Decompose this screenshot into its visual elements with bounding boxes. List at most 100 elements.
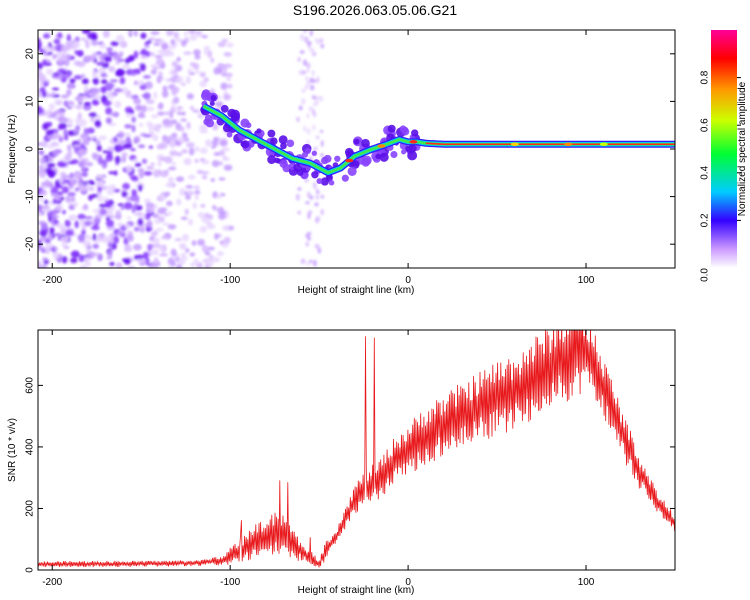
spectrogram-noise-blob [131, 124, 136, 133]
spectrogram-noise-blob [63, 100, 68, 107]
spectrogram-noise-blob [168, 78, 176, 82]
spectrogram-noise-blob [112, 54, 121, 61]
colorbar-tick-label: 0.6 [700, 118, 711, 132]
spectrogram-ridge [200, 89, 675, 186]
spectrogram-noise-blob [97, 157, 103, 165]
spectrogram-noise-blob [124, 124, 132, 129]
spectrogram-noise-blob [180, 39, 187, 47]
spectrogram-noise-blob [74, 187, 80, 192]
spectrogram-noise-blob [179, 188, 186, 196]
spectrogram-noise-blob [169, 150, 178, 157]
spectrogram-noise-blob [152, 243, 162, 248]
spectrogram-noise-blob [107, 242, 113, 248]
spectrogram-noise-blob [210, 57, 215, 63]
spectrogram-noise-blob [124, 106, 133, 114]
spectrogram-noise-blob [121, 86, 129, 94]
spectrogram-noise-blob [131, 116, 136, 123]
spectrogram-noise-blob [83, 101, 91, 106]
spectrogram-noise-blob [219, 139, 228, 147]
spectrogram-noise-blob [211, 139, 219, 147]
spectrogram-noise-blob [99, 208, 107, 216]
spectrogram-noise-blob [312, 108, 316, 116]
spectrogram-noise-blob [130, 194, 140, 202]
snr-panel: -200 -100 0 100 0 200 400 600 Height of straigh… [7, 329, 676, 596]
spectrogram-noise-blob [123, 143, 133, 149]
spectrogram-noise-blob [94, 213, 104, 219]
spectrogram-noise-blob [194, 158, 199, 164]
spectrogram-noise-blob [43, 199, 49, 205]
spectrogram-noise-blob [99, 43, 107, 49]
spectrogram-noise-blob [57, 59, 64, 64]
spectrogram-noise-blob [185, 194, 191, 200]
ridge-halo-blob [401, 127, 410, 136]
spectrogram-noise-blob [113, 235, 120, 244]
spectrogram-noise-blob [38, 260, 42, 268]
ridge-halo-blob [256, 128, 262, 134]
spectrogram-noise-blob [52, 151, 60, 157]
spectrogram-noise-blob [155, 227, 164, 232]
spectrogram-noise-blob [179, 126, 185, 132]
spectrogram-noise-blob [183, 31, 188, 36]
spectrogram-noise-blob [157, 161, 163, 167]
spectrogram-noise-blob [165, 77, 171, 83]
spectrogram-noise-blob [65, 42, 72, 51]
spectrogram-noise-blob [132, 69, 139, 73]
spectrogram-noise-blob [306, 261, 311, 266]
spectrogram-noise-blob [146, 121, 153, 127]
spectrogram-noise-blob [38, 156, 43, 163]
spectrogram-noise-blob [38, 40, 43, 49]
spectrogram-noise-blob [80, 171, 89, 177]
spectrogram-noise-blob [53, 38, 61, 45]
spectrogram-noise-blob [51, 73, 59, 79]
spectrogram-noise-blob [51, 53, 58, 60]
spectrogram-noise-blob [104, 200, 111, 208]
spectrogram-noise-blob [80, 37, 86, 41]
spectrogram-noise-blob [75, 104, 83, 110]
spectrogram-noise-blob [96, 144, 102, 152]
spectrogram-noise-blob [297, 56, 301, 63]
spectrogram-noise-blob [150, 162, 155, 167]
spectrogram-noise-blob [66, 89, 72, 96]
spectrogram-noise-blob [222, 93, 232, 101]
spectrogram-noise-blob [119, 51, 124, 57]
spectrogram-noise-blob [83, 220, 92, 227]
spectrogram-noise-blob [297, 187, 302, 191]
spectrogram-noise-blob [89, 92, 97, 99]
spectrogram-noise-blob [79, 264, 88, 268]
ridge-halo-blob [411, 129, 419, 137]
spectrogram-noise-blob [159, 76, 164, 81]
spectrogram-noise-blob [167, 176, 175, 184]
spectrogram-noise-blob [42, 123, 49, 131]
ridge-halo-blob [362, 155, 372, 166]
spectrogram-noise-blob [148, 145, 154, 149]
spectrogram-noise-blob [138, 171, 145, 179]
spectrogram-noise-blob [309, 259, 313, 263]
spectrogram-noise-blob [316, 76, 320, 81]
spectrogram-noise-blob [99, 61, 105, 65]
spectrogram-noise-blob [102, 150, 110, 154]
colorbar-tick-label: 0.2 [700, 213, 711, 227]
spectrogram-noise-blob [126, 30, 135, 35]
ridge-halo-blob [334, 155, 341, 162]
spectrogram-noise-blob [39, 86, 46, 93]
ridge-halo-blob [286, 139, 295, 148]
spectrogram-noise-blob [146, 226, 153, 231]
spectrogram-noise-blob [107, 151, 112, 158]
spectrogram-noise-blob [144, 81, 153, 90]
spectrogram-noise-blob [158, 40, 166, 44]
spectrogram-noise-blob [74, 96, 83, 102]
spectrogram-noise-blob [146, 166, 155, 170]
spectrogram-noise-blob [84, 39, 90, 44]
spectrogram-noise-blob [89, 135, 98, 139]
spectrogram-noise-blob [89, 32, 98, 40]
spectrogram-noise-blob [54, 142, 60, 147]
spectrogram-noise-blob [221, 38, 229, 43]
spectrogram-xtick-label: 100 [578, 275, 595, 286]
spectrogram-noise-blob [171, 104, 176, 109]
spectrogram-xtick-label: -100 [220, 275, 240, 286]
spectrogram-noise-blob [53, 252, 60, 259]
spectrogram-noise-blob [78, 119, 87, 127]
spectrogram-noise-blob [133, 80, 139, 86]
spectrogram-noise-blob [212, 191, 218, 199]
spectrogram-noise-blob [47, 51, 53, 55]
